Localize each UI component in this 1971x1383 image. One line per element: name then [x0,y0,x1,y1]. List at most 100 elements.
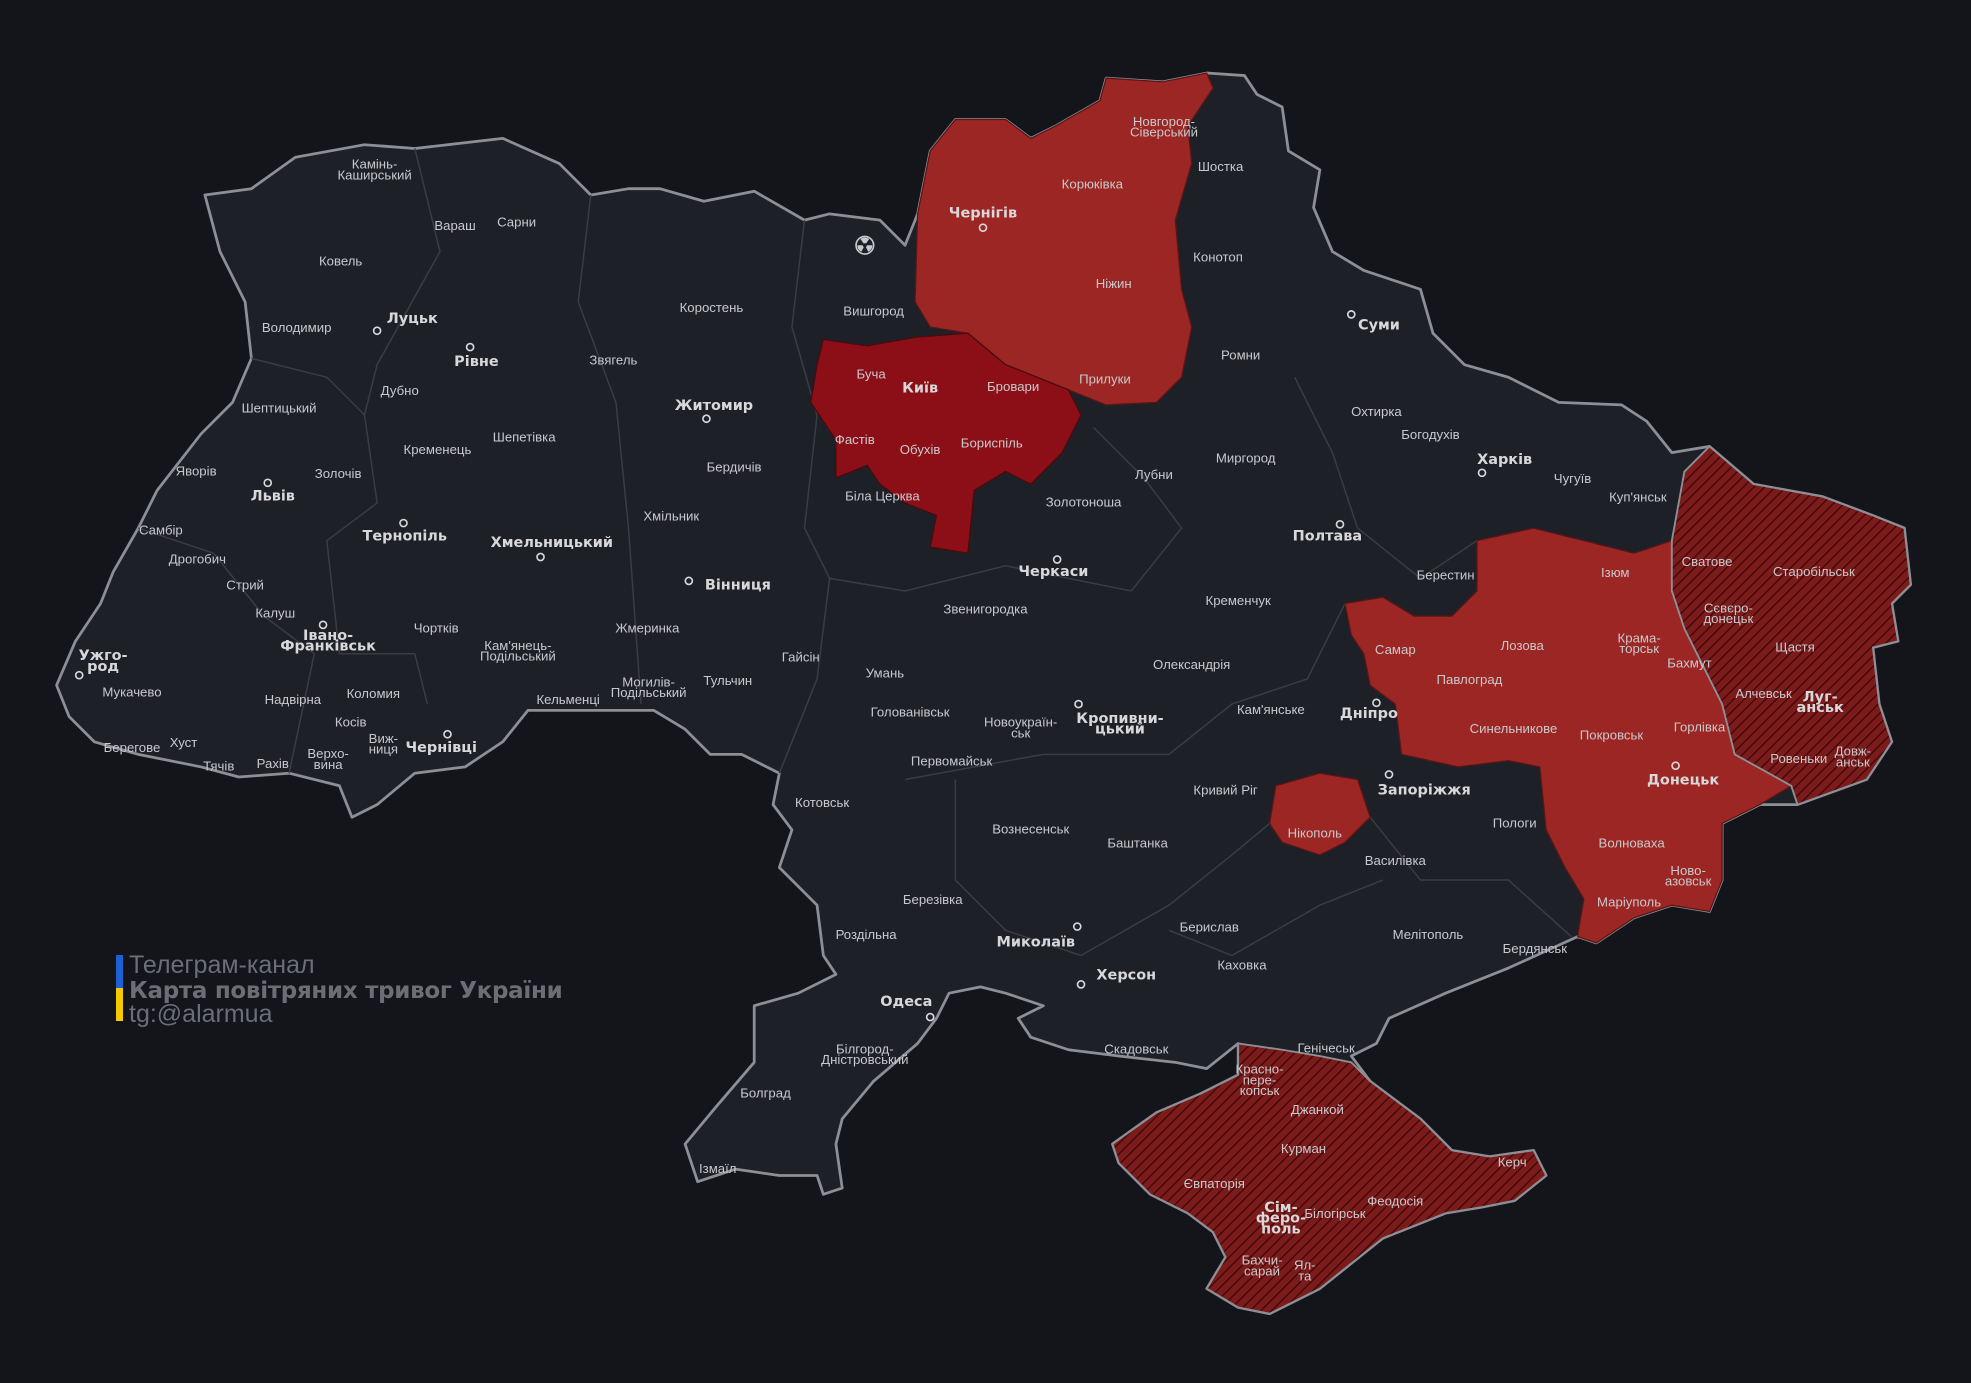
map-label-city: Чугуїв [1554,471,1591,486]
oblast-center-marker [1074,699,1083,709]
map-label-city: Обухів [900,442,941,457]
map-label-oblast-center: Черкаси [1018,564,1088,580]
map-label-oblast-center: Суми [1358,317,1400,333]
map-label-city: Могилів-Подільський [611,674,687,700]
map-label-oblast-center: Харків [1477,452,1532,468]
oblast-center-marker [536,552,545,562]
map-label-city: Ромни [1221,348,1260,363]
map-label-oblast-center: Луг-анськ [1797,690,1844,717]
map-label-city: Генічеськ [1298,1040,1355,1055]
map-label-city: Нікополь [1288,825,1343,840]
map-label-city: Яворів [176,463,217,478]
map-label-city: Мелітополь [1393,927,1464,942]
alert-region-kyiv[interactable] [810,332,1082,554]
occupied-region-luhansk[interactable] [1670,445,1912,806]
map-label-city: Лубни [1135,467,1173,482]
map-label-city: Ново-азовськ [1665,863,1712,889]
oblast-center-marker [684,576,694,586]
map-label-city: Берегове [104,740,161,755]
map-label-oblast-center: Донецьк [1647,773,1719,789]
map-label-city: Вараш [434,218,475,233]
map-label-city: Джанкой [1291,1102,1344,1117]
map-label-city: Каховка [1217,957,1267,972]
alert-region-nikopol[interactable] [1268,772,1371,856]
logo-line-title: Карта повітряних тривог України [129,978,563,1004]
oblast-center-marker [1076,980,1086,989]
map-label-city: Стрий [226,578,264,593]
map-label-city: Старобільськ [1773,564,1855,579]
map-label-city: Котовськ [795,795,849,810]
map-label-oblast-center: Полтава [1293,529,1363,545]
map-label-city: Білгород-Дністровський [821,1042,908,1068]
map-label-city: Верхо-вина [307,746,349,772]
logo-line-channel: Телеграм-канал [129,951,315,979]
map-label-city: Вишгород [843,304,904,319]
map-label-city: Євпаторія [1184,1176,1245,1191]
map-label-city: Алчевськ [1735,686,1792,701]
map-label-city: Володимир [262,320,332,335]
map-label-oblast-center: Дніпро [1340,706,1398,722]
map-label-city: Волноваха [1599,835,1666,850]
map-label-city: Хмільник [643,509,699,524]
map-label-city: Ял-та [1294,1258,1316,1284]
map-label-city: Кременець [404,442,472,457]
map-label-city: Куп'янськ [1609,490,1667,505]
map-label-city: Гайсін [782,649,820,664]
oblast-center-marker [399,518,408,528]
map-label-city: Умань [866,666,904,681]
map-label-city: Сарни [497,214,536,229]
map-label-city: Берестин [1417,568,1475,583]
map-label-city: Миргород [1216,451,1276,466]
map-label-city: Самбір [139,522,183,537]
occupied-region-crimea[interactable] [1111,1042,1548,1315]
map-label-city: Роздільна [836,927,898,942]
map-label-city: Кам'янець-Подільський [480,638,556,664]
map-label-city: Золотоноша [1046,495,1122,510]
map-label-city: Мукачево [102,685,161,700]
map-label-city: Феодосія [1367,1194,1423,1209]
oblast-center-marker [925,1012,935,1022]
map-label-city: Горлівка [1674,720,1726,735]
logo-line-handle[interactable]: tg:@alarmua [129,1000,273,1028]
map-label-city: Берислав [1180,920,1239,935]
flag-yellow-bar [116,988,123,1021]
map-label-city: Богодухів [1401,427,1459,442]
map-label-oblast-center: Львів [251,488,295,504]
oblast-center-marker [1346,310,1356,319]
map-label-city: Новгород-Сіверський [1130,114,1198,140]
map-label-city: Пологи [1493,815,1537,830]
oblast-borders [138,148,1572,957]
map-label-city: Бердянськ [1503,941,1568,956]
oblast-center-marker [702,414,711,424]
map-label-city: Шостка [1198,159,1244,174]
oblast-center-marker [1372,698,1381,708]
map-label-city: Бахмут [1667,656,1711,671]
map-label-city: Ізмаїл [699,1161,736,1176]
map-label-city: Сєвєро-донецьк [1703,600,1753,626]
map-label-city: Коломия [347,686,400,701]
map-label-oblast-center: Запоріжжя [1378,783,1471,799]
map-label-city: Бровари [987,379,1039,394]
oblast-center-marker [465,342,475,352]
map-label-oblast-center: Кропивни-цький [1076,711,1163,738]
map-label-city: Звягель [589,353,637,368]
map-label-oblast-center: Сім-феро-поль [1256,1200,1306,1237]
map-label-city: Скадовськ [1104,1042,1168,1057]
map-label-oblast-center: Чернівці [405,740,477,756]
map-label-city: Надвірна [265,692,322,707]
map-label-city: Олександрія [1153,657,1230,672]
oblast-center-marker [1671,761,1680,771]
oblast-center-marker [443,729,452,739]
map-label-oblast-center: Хмельницький [491,535,613,551]
map-label-city: Маріуполь [1597,894,1661,909]
map-label-oblast-center: Миколаїв [996,935,1075,951]
map-label-city: Керч [1498,1155,1527,1170]
map-label-city: Бердичів [707,460,762,475]
map-label-city: Фастів [835,432,875,447]
map-label-city: Жмеринка [615,620,680,635]
map-label-city: Покровськ [1580,727,1644,742]
map-label-city: Болград [740,1086,791,1101]
map-label-oblast-center: Тернопіль [363,529,447,545]
oblast-center-marker [1384,770,1394,779]
